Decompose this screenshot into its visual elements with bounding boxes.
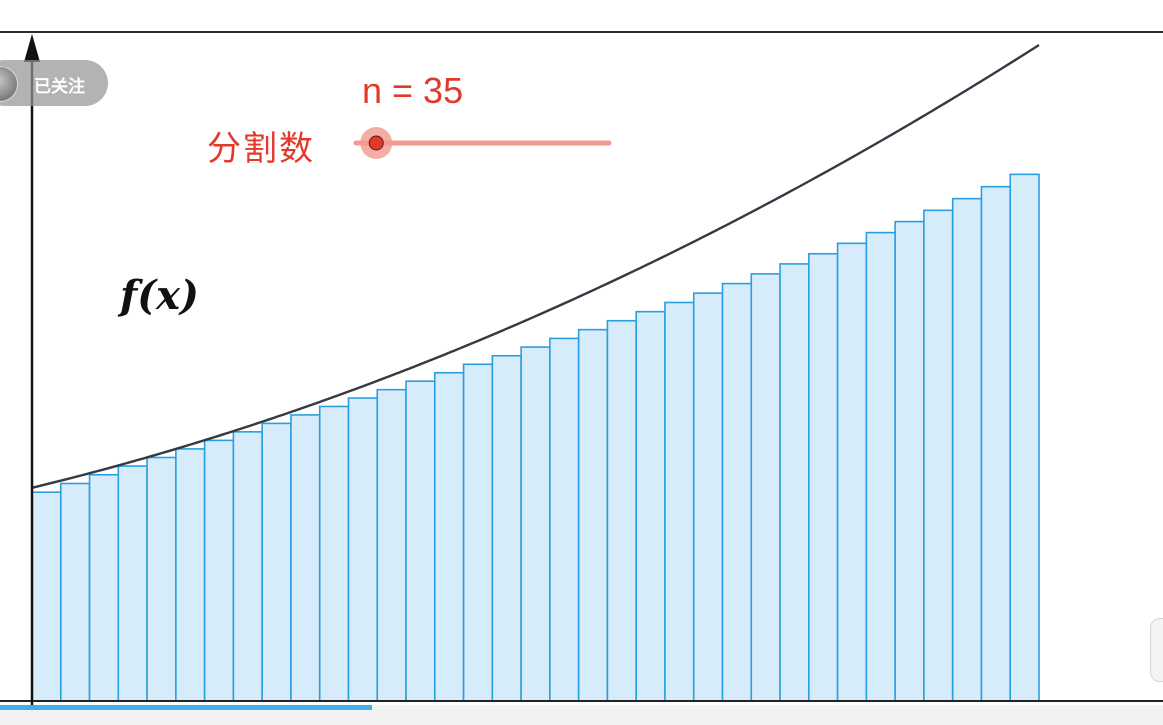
- side-panel-tab[interactable]: [1150, 618, 1163, 682]
- riemann-bar: [577, 328, 609, 702]
- riemann-bar: [376, 388, 407, 702]
- riemann-bar: [635, 310, 666, 702]
- follow-button-label: 已关注: [34, 77, 85, 97]
- riemann-bar: [520, 346, 551, 702]
- slider-value-label: n = 35: [362, 70, 464, 111]
- riemann-bar: [951, 197, 983, 702]
- function-label: f(x): [120, 272, 199, 319]
- riemann-bar: [462, 363, 494, 702]
- video-progress-fill: [0, 705, 373, 710]
- riemann-bar: [923, 209, 954, 702]
- slider-label: 分割数: [207, 129, 315, 169]
- riemann-bar: [1009, 173, 1040, 702]
- riemann-bar: [808, 252, 839, 702]
- riemann-bar: [347, 397, 379, 702]
- riemann-bar: [433, 371, 465, 702]
- riemann-bar: [549, 337, 580, 702]
- avatar-icon: [0, 66, 18, 102]
- slider-handle[interactable]: [368, 135, 384, 151]
- follow-button[interactable]: 已关注: [0, 60, 108, 106]
- riemann-bar: [894, 220, 925, 702]
- riemann-bar: [750, 273, 781, 702]
- riemann-bar: [117, 465, 148, 702]
- riemann-bar: [31, 491, 62, 702]
- riemann-bar: [232, 431, 263, 702]
- riemann-bar: [836, 242, 868, 702]
- frame-top-border: [0, 31, 1163, 33]
- riemann-bar: [980, 185, 1012, 702]
- riemann-bar: [88, 473, 120, 702]
- riemann-bar: [146, 456, 177, 702]
- riemann-bar: [290, 414, 321, 702]
- riemann-bar: [261, 422, 292, 702]
- function-curve: [31, 43, 1040, 489]
- riemann-bar: [606, 319, 638, 702]
- riemann-bar: [175, 448, 206, 702]
- riemann-bar: [318, 405, 350, 702]
- riemann-bar: [491, 354, 522, 702]
- riemann-bar: [721, 282, 753, 702]
- riemann-bar: [405, 380, 436, 702]
- riemann-bar: [203, 439, 235, 702]
- riemann-bar: [779, 263, 810, 702]
- riemann-bar: [865, 231, 896, 702]
- video-progress-bar[interactable]: [0, 705, 1163, 725]
- riemann-bar: [692, 292, 724, 702]
- riemann-bar: [664, 301, 695, 702]
- riemann-bar: [59, 482, 91, 702]
- y-axis-arrow-icon: [24, 34, 40, 62]
